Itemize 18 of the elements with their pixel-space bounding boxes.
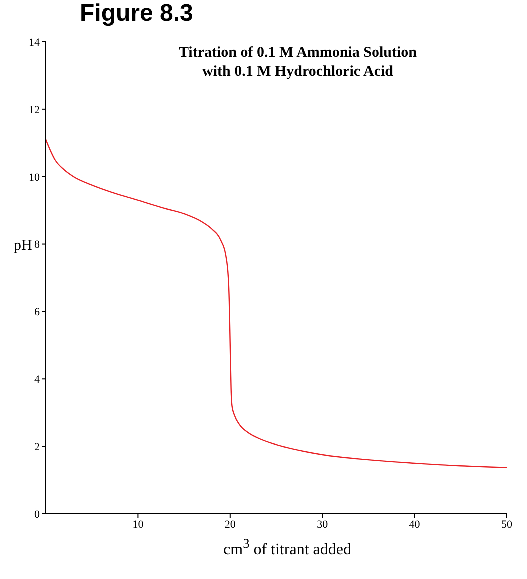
y-tick-label: 14 xyxy=(29,36,40,49)
y-tick-label: 8 xyxy=(34,239,40,252)
line-series xyxy=(46,139,507,468)
x-tick-label: 10 xyxy=(132,518,144,531)
x-axis-title: cm$^{3}$ of titrant added xyxy=(222,535,352,560)
y-tick-label: 10 xyxy=(29,172,40,184)
y-tick-label: 12 xyxy=(29,104,40,116)
x-tick-label: 30 xyxy=(317,518,329,531)
text: Titration of 0.1 M Ammonia Solution with 0.1 M Hydrochloric Acid xyxy=(178,44,418,82)
y-tick-label: 2 xyxy=(34,441,40,454)
y-tick-label: 4 xyxy=(34,374,40,386)
y-axis-title: pH xyxy=(14,238,32,255)
x-tick-label: 50 xyxy=(502,518,513,531)
y-tick-label: 0 xyxy=(34,508,40,521)
chart-title: Figure 8.3 xyxy=(79,0,194,29)
x-tick-label: 40 xyxy=(409,518,421,531)
y-tick-label: 6 xyxy=(34,306,40,319)
x-tick-label: 20 xyxy=(224,518,236,531)
